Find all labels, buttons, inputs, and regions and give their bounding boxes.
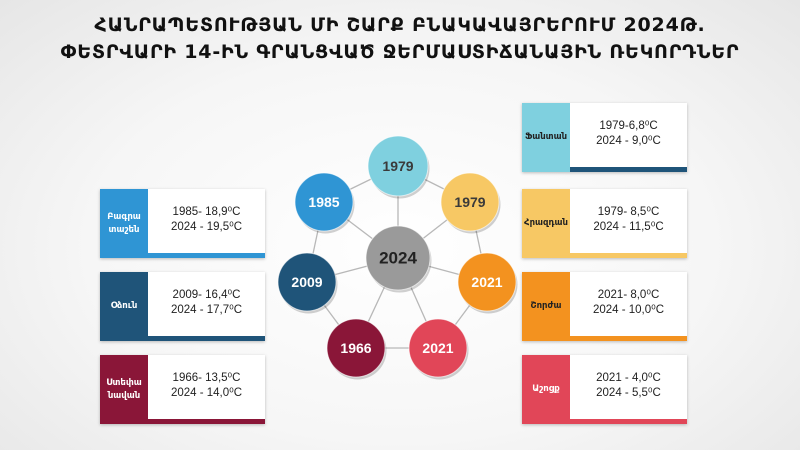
record-new: 2024 - 19,5⁰C <box>170 220 243 233</box>
station-name: Հրազդան <box>522 189 570 258</box>
center-node-circle <box>365 225 431 291</box>
year-node: 2021 <box>408 318 469 380</box>
station-card-left-3: Ստեփա նավան 1966- 13,5⁰C 2024 - 14,0⁰C <box>100 355 265 424</box>
year-node-circle <box>277 252 337 312</box>
center-node-label: 2024 <box>379 249 417 268</box>
card-accent-bar <box>148 253 265 258</box>
year-node-circle <box>326 318 386 378</box>
card-accent-bar <box>570 336 687 341</box>
card-accent-bar <box>570 419 687 424</box>
year-node-circle <box>367 135 429 197</box>
record-new: 2024 - 5,5⁰C <box>596 386 661 399</box>
year-node: 1966 <box>326 318 387 380</box>
title-line-1: ՀԱՆՐԱՊԵՏՈՒԹՅԱՆ ՄԻ ՇԱՐՔ ԲՆԱԿԱՎԱՅՐԵՐՈՒՄ 20… <box>94 14 706 36</box>
station-name: Օձուն <box>100 272 148 341</box>
station-name: Ֆանտան <box>522 103 570 172</box>
station-name: Շորժա <box>522 272 570 341</box>
station-card-left-1: Բագրա տաշեն 1985- 18,9⁰C 2024 - 19,5⁰C <box>100 189 265 258</box>
year-node: 2009 <box>277 252 338 314</box>
station-card-right-1: Ֆանտան 1979-6,8⁰C 2024 - 9,0⁰C <box>522 103 687 172</box>
record-old: 2009- 16,4⁰C <box>172 288 241 301</box>
card-accent-bar <box>570 253 687 258</box>
station-name: Բագրա տաշեն <box>100 189 148 258</box>
record-new: 2024 - 9,0⁰C <box>596 134 661 147</box>
record-new: 2024 - 17,7⁰C <box>170 303 243 316</box>
station-card-right-3: Շորժա 2021- 8,0⁰C 2024 - 10,0⁰C <box>522 272 687 341</box>
title-line-2: ՓԵՏՐՎԱՐԻ 14-ԻՆ ԳՐԱՆՑՎԱԾ ՋԵՐՄԱՍՏԻՃԱՆԱՅԻՆ … <box>60 41 740 63</box>
year-node: 2021 <box>457 252 518 314</box>
station-card-left-2: Օձուն 2009- 16,4⁰C 2024 - 17,7⁰C <box>100 272 265 341</box>
year-node-label: 2009 <box>291 274 322 290</box>
year-node-label: 1966 <box>340 340 371 356</box>
year-node: 1979 <box>367 135 430 199</box>
record-old: 2021- 8,0⁰C <box>597 288 660 301</box>
diagram-nodes: 1979 1979 2021 2021 1966 2009 1985 2024 <box>277 135 518 380</box>
card-accent-bar <box>570 167 687 172</box>
year-node-label: 1985 <box>308 194 339 210</box>
station-name: Աշոցք <box>522 355 570 424</box>
year-node-label: 1979 <box>454 194 485 210</box>
year-node-circle <box>408 318 468 378</box>
card-accent-bar <box>148 336 265 341</box>
record-new: 2024 - 11,5⁰C <box>593 220 664 233</box>
record-new: 2024 - 10,0⁰C <box>592 303 665 316</box>
year-node-circle <box>294 172 354 232</box>
year-node-circle <box>457 252 517 312</box>
station-name: Ստեփա նավան <box>100 355 148 424</box>
card-accent-bar <box>148 419 265 424</box>
record-old: 1966- 13,5⁰C <box>172 371 241 384</box>
record-old: 2021 - 4,0⁰C <box>596 371 661 384</box>
station-card-right-4: Աշոցք 2021 - 4,0⁰C 2024 - 5,5⁰C <box>522 355 687 424</box>
year-node-circle <box>440 172 500 232</box>
page-title: ՀԱՆՐԱՊԵՏՈՒԹՅԱՆ ՄԻ ՇԱՐՔ ԲՆԱԿԱՎԱՅՐԵՐՈՒՄ 20… <box>0 12 800 66</box>
year-node-label: 2021 <box>471 274 502 290</box>
center-node: 2024 <box>365 225 432 293</box>
record-old: 1979-6,8⁰C <box>599 119 658 132</box>
station-card-right-2: Հրազդան 1979- 8,5⁰C 2024 - 11,5⁰C <box>522 189 687 258</box>
record-old: 1979- 8,5⁰C <box>597 205 660 218</box>
record-old: 1985- 18,9⁰C <box>172 205 241 218</box>
year-node-label: 2021 <box>422 340 453 356</box>
year-node-label: 1979 <box>382 158 413 174</box>
record-new: 2024 - 14,0⁰C <box>170 386 243 399</box>
year-node: 1979 <box>440 172 501 234</box>
year-node: 1985 <box>294 172 355 234</box>
